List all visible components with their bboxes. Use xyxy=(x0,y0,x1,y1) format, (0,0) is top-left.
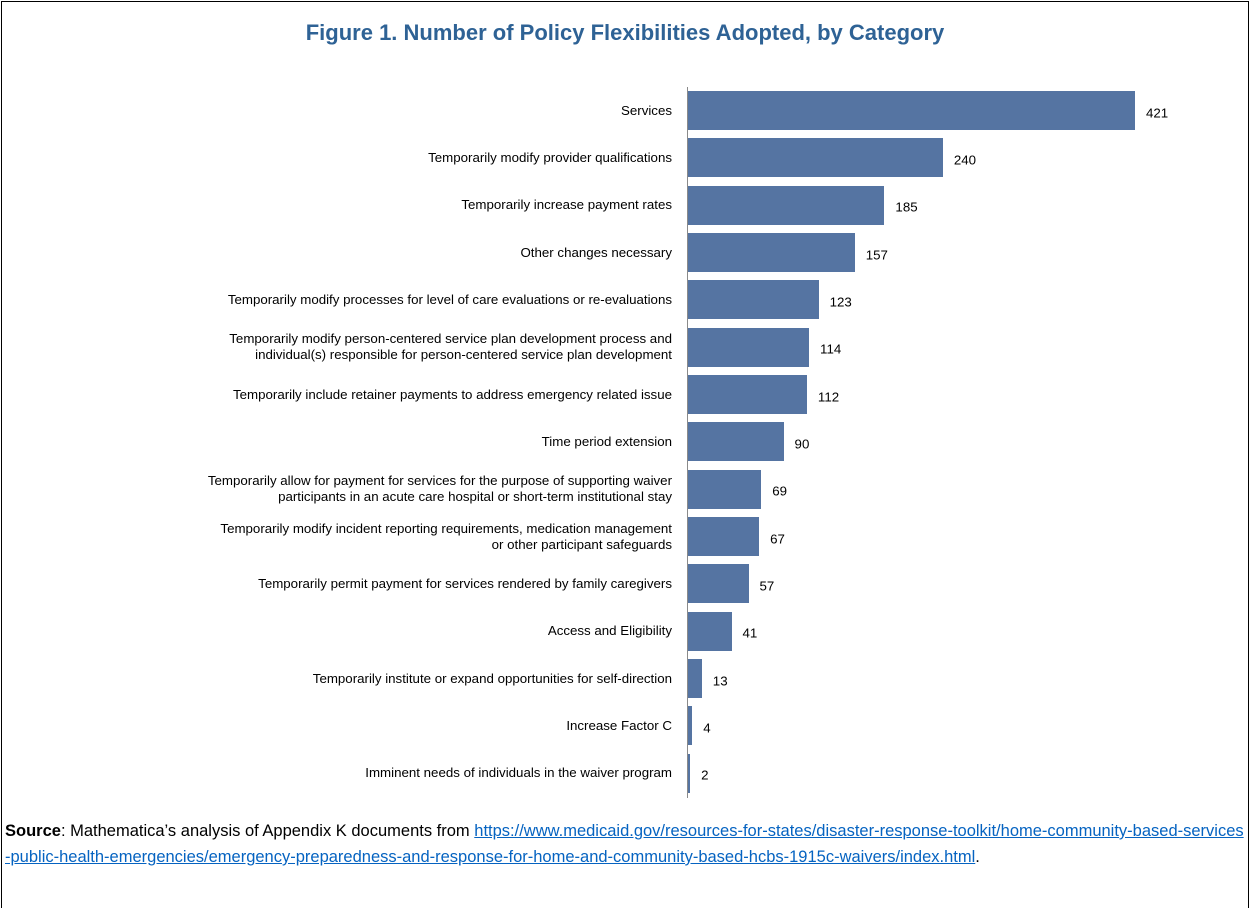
category-label: Other changes necessary xyxy=(520,244,672,260)
bar xyxy=(688,138,943,178)
category-label: Temporarily modify incident reporting re… xyxy=(220,520,672,552)
value-label: 112 xyxy=(817,389,840,405)
category-label: Temporarily modify person-centered servi… xyxy=(229,331,672,363)
bar xyxy=(688,469,762,509)
category-label: Time period extension xyxy=(541,433,672,449)
bar xyxy=(688,564,749,604)
category-label: Services xyxy=(621,102,672,118)
value-label: 421 xyxy=(1146,105,1169,121)
bar xyxy=(688,659,702,699)
category-label: Increase Factor C xyxy=(566,717,672,733)
category-label: Temporarily permit payment for services … xyxy=(258,575,672,591)
chart-title: Figure 1. Number of Policy Flexibilities… xyxy=(305,20,945,45)
value-label: 240 xyxy=(953,152,976,168)
bar xyxy=(688,375,807,415)
value-label: 13 xyxy=(712,673,728,689)
bar xyxy=(688,753,691,793)
bar xyxy=(688,185,885,225)
bar xyxy=(688,327,810,367)
category-label: Temporarily modify provider qualificatio… xyxy=(428,149,672,165)
bar xyxy=(688,233,855,273)
bar xyxy=(688,91,1135,131)
category-label: Temporarily increase payment rates xyxy=(461,197,672,213)
value-label: 41 xyxy=(742,625,758,641)
value-label: 157 xyxy=(865,247,888,263)
category-label: Temporarily include retainer payments to… xyxy=(232,386,672,402)
bar xyxy=(688,422,784,462)
source-end: . xyxy=(975,848,980,866)
source-label: Source xyxy=(5,822,61,840)
value-label: 2 xyxy=(701,767,709,783)
value-label: 69 xyxy=(772,483,788,499)
bar xyxy=(688,280,819,320)
value-label: 123 xyxy=(829,294,852,310)
value-label: 57 xyxy=(759,578,775,594)
bar xyxy=(688,706,693,746)
source-link[interactable]: https://www.medicaid.gov/resources-for-s… xyxy=(5,822,1244,866)
value-label: 67 xyxy=(770,531,785,547)
category-label: Temporarily institute or expand opportun… xyxy=(312,670,672,686)
category-label: Access and Eligibility xyxy=(547,623,672,639)
bar xyxy=(688,517,760,557)
value-label: 114 xyxy=(820,341,842,357)
bar xyxy=(688,611,732,651)
value-label: 90 xyxy=(794,436,810,452)
source-note: Source: Mathematica’s analysis of Append… xyxy=(5,818,1245,870)
category-label: Temporarily modify processes for level o… xyxy=(227,291,672,307)
category-label: Temporarily allow for payment for servic… xyxy=(207,473,672,505)
value-label: 4 xyxy=(703,720,711,736)
source-text: : Mathematica’s analysis of Appendix K d… xyxy=(60,822,475,840)
value-label: 185 xyxy=(895,199,918,215)
category-axis xyxy=(687,87,688,798)
category-label: Imminent needs of individuals in the wai… xyxy=(365,765,672,781)
